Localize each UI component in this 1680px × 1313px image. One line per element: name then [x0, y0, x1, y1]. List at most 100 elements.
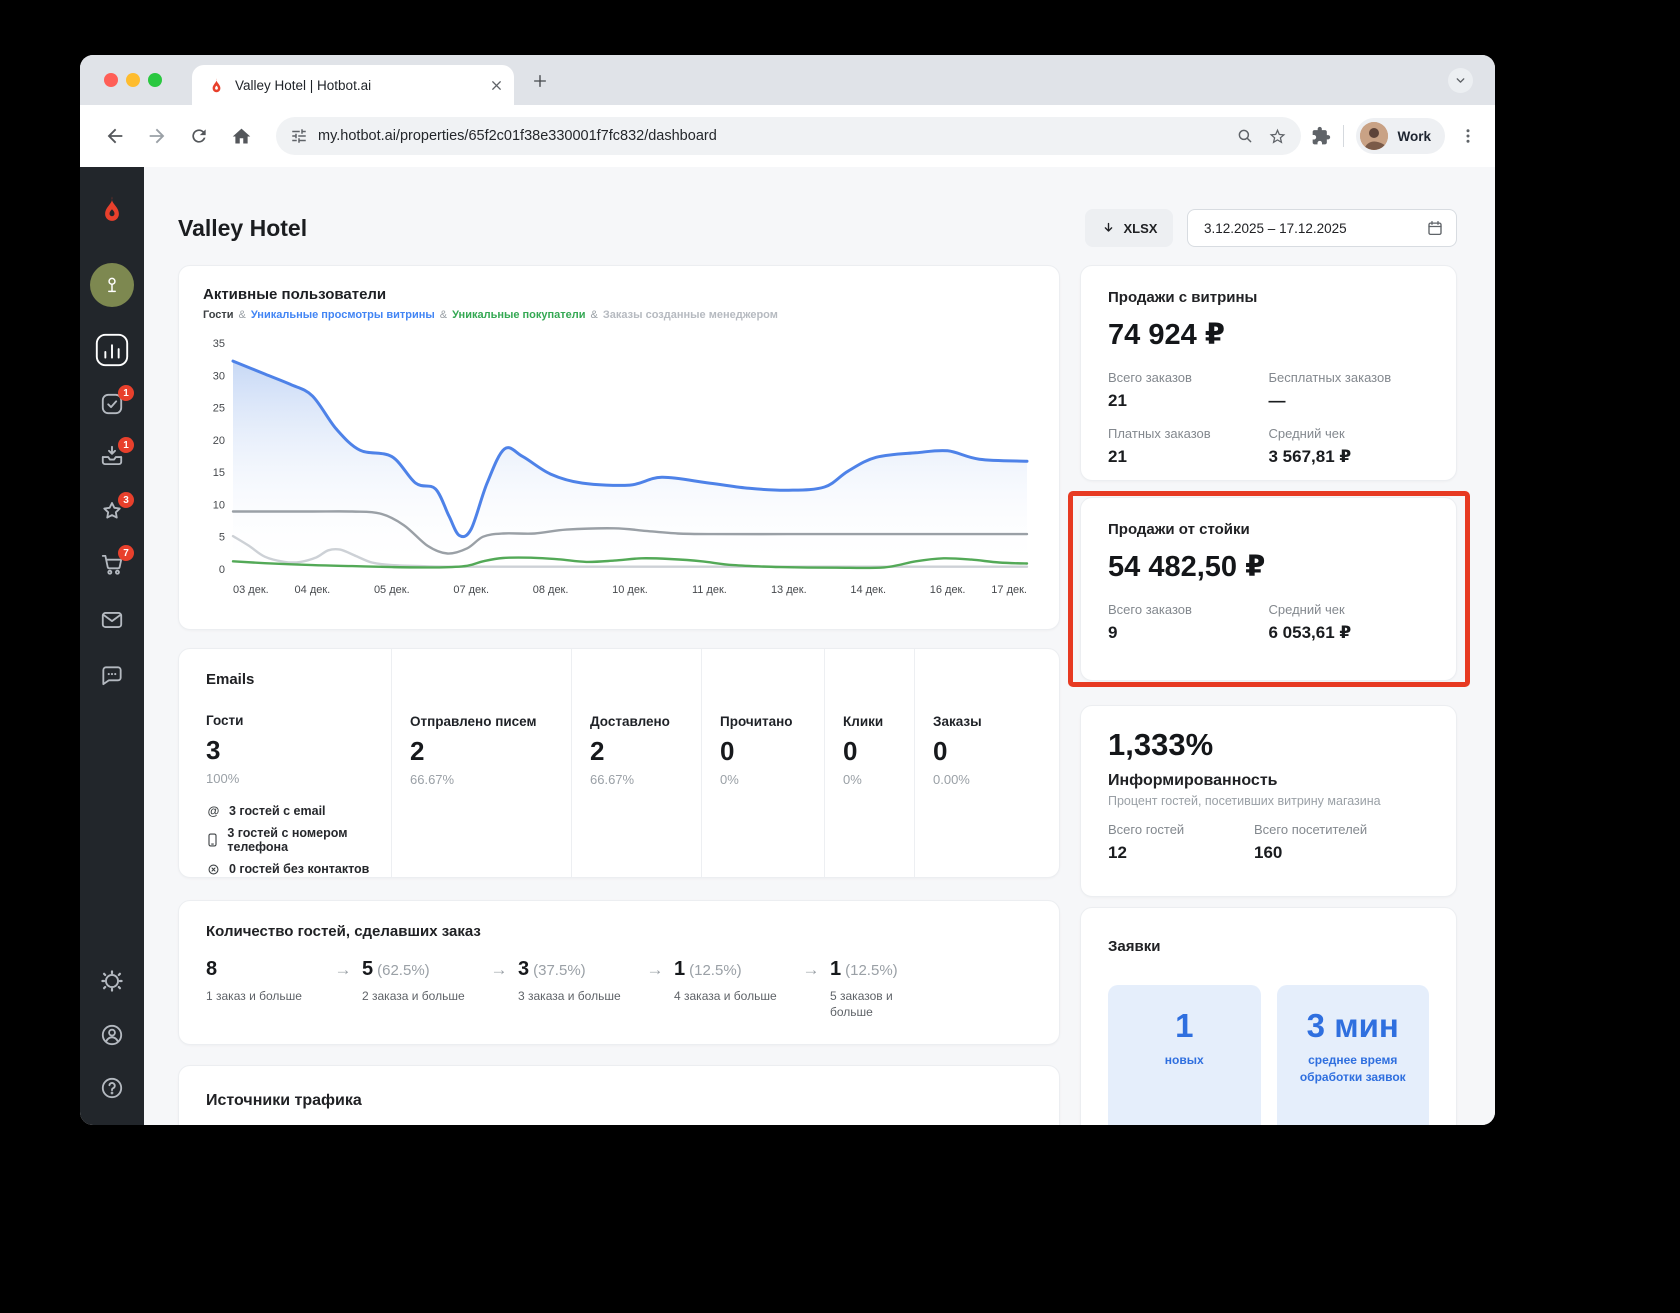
chart-title: Активные пользователи: [203, 286, 387, 303]
funnel-step: 8 1 заказ и больше: [206, 958, 302, 1003]
profile-avatar: [1360, 122, 1389, 150]
desk-sales-total: 54 482,50 ₽: [1108, 551, 1266, 583]
stat-item: Всего посетителей 160: [1254, 822, 1368, 862]
funnel-arrow-icon: →: [490, 960, 508, 979]
hotbot-flame-logo: [97, 194, 127, 224]
traffic-sources-title: Источники трафика: [206, 1092, 362, 1109]
sidebar-item-dashboard[interactable]: [93, 331, 131, 369]
legend-guests[interactable]: Гости: [203, 309, 234, 321]
svg-text:20: 20: [213, 435, 225, 447]
browser-tab[interactable]: Valley Hotel | Hotbot.ai: [192, 65, 514, 105]
app-sidebar: 1 1 3 7: [80, 167, 144, 1125]
svg-text:10 дек.: 10 дек.: [612, 584, 648, 596]
svg-text:08 дек.: 08 дек.: [533, 584, 569, 596]
window-minimize-button[interactable]: [126, 73, 140, 87]
svg-text:25: 25: [213, 403, 225, 415]
svg-text:13 дек.: 13 дек.: [771, 584, 807, 596]
requests-card: Заявки 1 новых 3 мин среднее время обраб…: [1080, 907, 1457, 1125]
sidebar-property-avatar[interactable]: [90, 263, 134, 307]
emails-column-sent: Отправлено писем 2 66.67%: [391, 649, 571, 877]
home-icon[interactable]: [224, 119, 258, 153]
active-users-card: Активные пользователи Гости & Уникальные п…: [178, 265, 1060, 630]
tab-close-icon[interactable]: [489, 78, 504, 93]
dashboard-main: Valley Hotel XLSX 3.12.2025 – 17.12.2025…: [144, 167, 1495, 1125]
desk-sales-card: Продажи от стойки 54 482,50 ₽ Всего зака…: [1080, 497, 1457, 681]
date-range-value: 3.12.2025 – 17.12.2025: [1204, 220, 1347, 236]
funnel-arrow-icon: →: [646, 960, 664, 979]
funnel-arrow-icon: →: [334, 960, 352, 979]
window-close-button[interactable]: [104, 73, 118, 87]
sidebar-item-reviews[interactable]: 3: [99, 492, 134, 524]
sidebar-item-cart[interactable]: 7: [99, 545, 134, 577]
awareness-card: 1,333% Информированность Процент гостей,…: [1080, 705, 1457, 897]
tab-search-button[interactable]: [1448, 68, 1473, 93]
svg-text:30: 30: [213, 370, 225, 382]
search-icon[interactable]: [1236, 127, 1254, 145]
requests-new-tile[interactable]: 1 новых: [1108, 985, 1261, 1125]
emails-card: Emails Гости 3 100% @ 3 гостей с email 3…: [178, 648, 1060, 878]
profile-label: Work: [1397, 128, 1431, 144]
sidebar-item-mail[interactable]: [99, 607, 125, 633]
browser-menu-icon[interactable]: [1459, 127, 1477, 145]
emails-column-clicks: Клики 0 0%: [824, 649, 914, 877]
contact-with-phone: 3 гостей с номером телефона: [206, 826, 391, 854]
stat-item: Бесплатных заказов —: [1268, 370, 1392, 410]
svg-text:14 дек.: 14 дек.: [850, 584, 886, 596]
reload-icon[interactable]: [182, 119, 216, 153]
svg-text:35: 35: [213, 338, 225, 350]
stat-item: Всего заказов 9: [1108, 602, 1192, 642]
guest-orders-funnel: 8 1 заказ и больше → 5 (62.5%) 2 заказа и…: [206, 958, 1059, 1020]
url-bar[interactable]: my.hotbot.ai/properties/65f2c01f38e33000…: [276, 117, 1302, 155]
stat-item: Всего гостей 12: [1108, 822, 1185, 862]
sidebar-item-settings[interactable]: [99, 968, 125, 994]
svg-text:03 дек.: 03 дек.: [233, 584, 269, 596]
browser-toolbar: my.hotbot.ai/properties/65f2c01f38e33000…: [80, 105, 1495, 167]
sidebar-item-chat[interactable]: [99, 663, 125, 689]
profile-chip[interactable]: Work: [1356, 118, 1445, 154]
tasks-badge: 1: [118, 385, 134, 401]
download-icon: [1104, 222, 1112, 232]
traffic-sources-card: Источники трафика: [178, 1065, 1060, 1125]
export-xlsx-button[interactable]: XLSX: [1085, 209, 1173, 247]
legend-unique-views[interactable]: Уникальные просмотры витрины: [250, 309, 435, 321]
browser-window: Valley Hotel | Hotbot.ai m: [80, 55, 1495, 1125]
tab-strip: Valley Hotel | Hotbot.ai: [80, 55, 1495, 105]
property-logo-icon: [90, 263, 134, 307]
date-range-picker[interactable]: 3.12.2025 – 17.12.2025: [1187, 209, 1457, 247]
svg-text:10: 10: [213, 499, 225, 511]
url-text[interactable]: my.hotbot.ai/properties/65f2c01f38e33000…: [318, 128, 717, 144]
svg-text:05 дек.: 05 дек.: [374, 584, 410, 596]
funnel-step: 1 (12.5%) 5 заказов и больше: [830, 958, 898, 1020]
emails-column-guests: Emails Гости 3 100% @ 3 гостей с email 3…: [179, 649, 391, 877]
cart-badge: 7: [118, 545, 134, 561]
emails-column-orders: Заказы 0 0.00%: [914, 649, 1059, 877]
page-title: Valley Hotel: [178, 215, 308, 241]
forward-icon[interactable]: [140, 119, 174, 153]
legend-unique-buyers[interactable]: Уникальные покупатели: [452, 309, 586, 321]
guest-orders-title: Количество гостей, сделавших заказ: [206, 923, 481, 940]
legend-manager-orders[interactable]: Заказы созданные менеджером: [602, 309, 778, 321]
tab-title: Valley Hotel | Hotbot.ai: [235, 77, 372, 93]
at-icon: @: [207, 804, 220, 818]
site-settings-icon[interactable]: [290, 127, 308, 145]
sidebar-item-tasks[interactable]: 1: [99, 385, 134, 417]
active-users-chart: 0 5 10 15 20 25 30 35 03 дек. 04 дек. 05 дек. 07 де…: [213, 338, 1029, 596]
requests-avg-time-tile[interactable]: 3 мин среднее время обработки заявок: [1276, 985, 1429, 1125]
export-xlsx-label: XLSX: [1123, 220, 1158, 236]
chart-legend: Гости & Уникальные просмотры витрины & Уника…: [203, 309, 778, 321]
sidebar-item-help[interactable]: [99, 1075, 125, 1101]
back-icon[interactable]: [98, 119, 132, 153]
bookmark-star-icon[interactable]: [1268, 127, 1287, 146]
svg-text:11 дек.: 11 дек.: [692, 584, 727, 596]
sidebar-item-profile[interactable]: [99, 1022, 125, 1048]
sidebar-item-inbox[interactable]: 1: [99, 437, 134, 469]
storefront-sales-total: 74 924 ₽: [1108, 319, 1225, 351]
no-contact-icon: [206, 863, 221, 876]
new-tab-button[interactable]: [528, 69, 552, 93]
reviews-badge: 3: [118, 492, 134, 508]
contact-none: 0 гостей без контактов: [206, 862, 391, 876]
extensions-puzzle-icon[interactable]: [1311, 126, 1331, 146]
window-zoom-button[interactable]: [148, 73, 162, 87]
contact-with-email: @ 3 гостей с email: [207, 804, 326, 818]
svg-text:15: 15: [213, 467, 225, 479]
